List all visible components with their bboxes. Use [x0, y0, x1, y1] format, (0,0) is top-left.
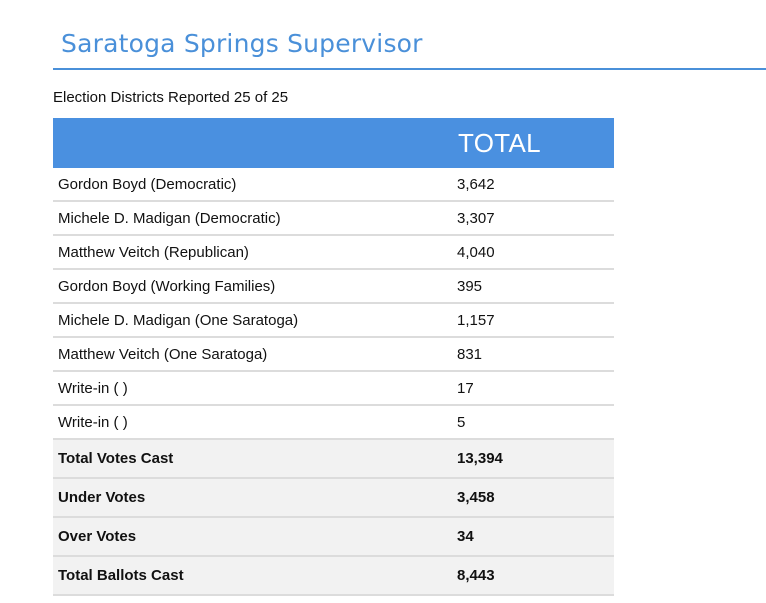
candidate-name: Gordon Boyd (Democratic) [58, 175, 237, 193]
summary-value: 8,443 [457, 567, 495, 584]
over-votes-row: Over Votes 34 [53, 518, 614, 557]
total-ballots-cast-row: Total Ballots Cast 8,443 [53, 557, 614, 596]
results-table: TOTAL Gordon Boyd (Democratic) 3,642 Mic… [53, 118, 614, 596]
title-divider [53, 68, 766, 70]
table-row: Matthew Veitch (Republican) 4,040 [53, 236, 614, 270]
total-column-header: TOTAL [458, 128, 541, 158]
page-title: Saratoga Springs Supervisor [61, 29, 423, 58]
table-row: Michele D. Madigan (One Saratoga) 1,157 [53, 304, 614, 338]
candidate-name: Write-in ( ) [58, 413, 128, 431]
summary-label: Total Ballots Cast [58, 567, 184, 584]
candidate-name: Michele D. Madigan (Democratic) [58, 209, 281, 227]
candidate-name: Michele D. Madigan (One Saratoga) [58, 311, 299, 329]
summary-value: 34 [457, 528, 474, 545]
table-row: Gordon Boyd (Working Families) 395 [53, 270, 614, 304]
candidate-votes: 17 [457, 379, 474, 397]
total-votes-cast-row: Total Votes Cast 13,394 [53, 440, 614, 479]
summary-label: Under Votes [58, 489, 146, 506]
table-row: Michele D. Madigan (Democratic) 3,307 [53, 202, 614, 236]
candidate-votes: 3,642 [457, 175, 495, 193]
candidate-votes: 3,307 [457, 209, 495, 227]
candidate-name: Matthew Veitch (One Saratoga) [58, 345, 268, 363]
candidate-votes: 1,157 [457, 311, 495, 329]
table-header: TOTAL [53, 118, 614, 168]
under-votes-row: Under Votes 3,458 [53, 479, 614, 518]
summary-value: 3,458 [457, 489, 495, 506]
table-row: Matthew Veitch (One Saratoga) 831 [53, 338, 614, 372]
districts-reported: Election Districts Reported 25 of 25 [53, 89, 289, 106]
candidate-votes: 831 [457, 345, 483, 363]
candidate-name: Gordon Boyd (Working Families) [58, 277, 276, 295]
candidate-votes: 4,040 [457, 243, 495, 261]
candidate-name: Write-in ( ) [58, 379, 128, 397]
table-row: Write-in ( ) 5 [53, 406, 614, 440]
table-row: Gordon Boyd (Democratic) 3,642 [53, 168, 614, 202]
summary-value: 13,394 [457, 450, 503, 467]
candidate-votes: 395 [457, 277, 483, 295]
table-row: Write-in ( ) 17 [53, 372, 614, 406]
summary-label: Over Votes [58, 528, 137, 545]
summary-label: Total Votes Cast [58, 450, 174, 467]
candidate-name: Matthew Veitch (Republican) [58, 243, 249, 261]
candidate-votes: 5 [457, 413, 466, 431]
